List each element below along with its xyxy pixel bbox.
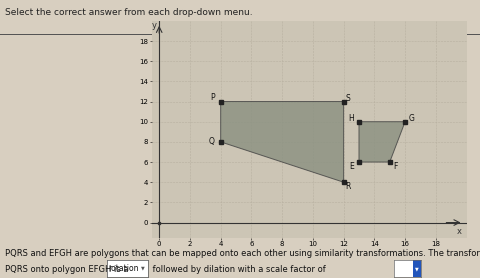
Text: ▼: ▼ (414, 266, 418, 271)
Polygon shape (220, 101, 343, 182)
Text: F: F (392, 162, 396, 171)
Text: PQRS onto polygon EFGH is a: PQRS onto polygon EFGH is a (5, 265, 131, 274)
Text: G: G (408, 114, 414, 123)
Text: S: S (345, 94, 350, 103)
Text: E: E (348, 162, 353, 171)
Text: ▼: ▼ (141, 266, 144, 271)
Text: R: R (345, 182, 350, 191)
Text: Q: Q (208, 137, 214, 147)
Text: Select the correct answer from each drop-down menu.: Select the correct answer from each drop… (5, 8, 252, 17)
Text: P: P (210, 93, 215, 102)
Text: PQRS and EFGH are polygons that can be mapped onto each other using similarity t: PQRS and EFGH are polygons that can be m… (5, 249, 480, 258)
Text: H: H (348, 114, 353, 123)
Bar (413, 260, 420, 277)
Text: rotation: rotation (108, 264, 139, 273)
Text: followed by dilation with a scale factor of: followed by dilation with a scale factor… (150, 265, 328, 274)
Text: y: y (152, 21, 157, 30)
Polygon shape (358, 122, 404, 162)
Text: x: x (456, 227, 460, 236)
